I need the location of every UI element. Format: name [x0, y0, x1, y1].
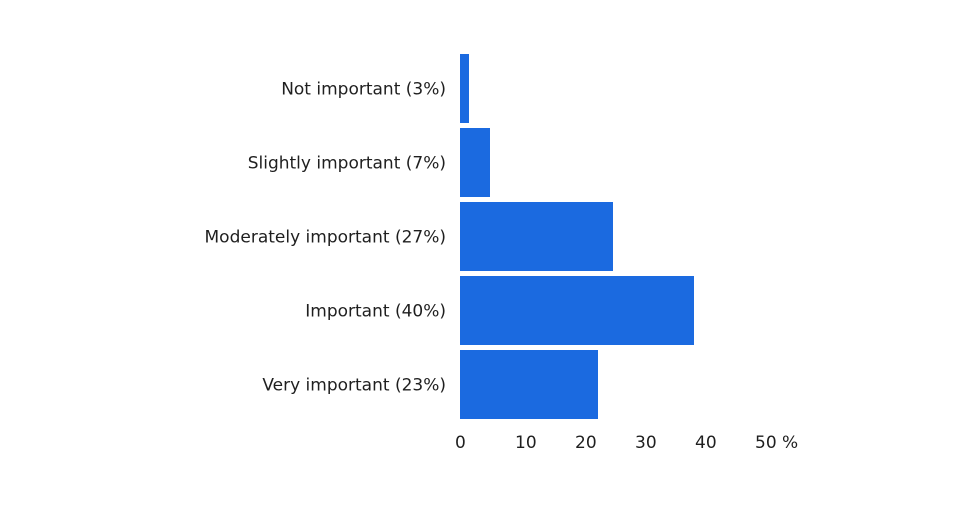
bars-group — [460, 54, 694, 419]
x-tick-labels: 0 10 20 30 40 50 % — [455, 433, 798, 453]
x-tick-label: 40 — [695, 433, 717, 453]
category-label: Moderately important (27%) — [205, 228, 446, 248]
category-label: Not important (3%) — [281, 80, 446, 100]
category-label: Slightly important (7%) — [248, 154, 446, 174]
x-tick-label: 10 — [515, 433, 537, 453]
x-tick-label: 30 — [635, 433, 657, 453]
category-labels: Not important (3%) Slightly important (7%… — [205, 80, 446, 396]
bar — [460, 350, 598, 419]
bar — [460, 276, 694, 345]
category-label: Very important (23%) — [262, 376, 446, 396]
bar — [460, 128, 490, 197]
bar — [460, 54, 469, 123]
x-tick-label: 50 % — [755, 433, 798, 453]
bar — [460, 202, 613, 271]
x-tick-label: 20 — [575, 433, 597, 453]
category-label: Important (40%) — [305, 302, 446, 322]
x-tick-label: 0 — [455, 433, 466, 453]
